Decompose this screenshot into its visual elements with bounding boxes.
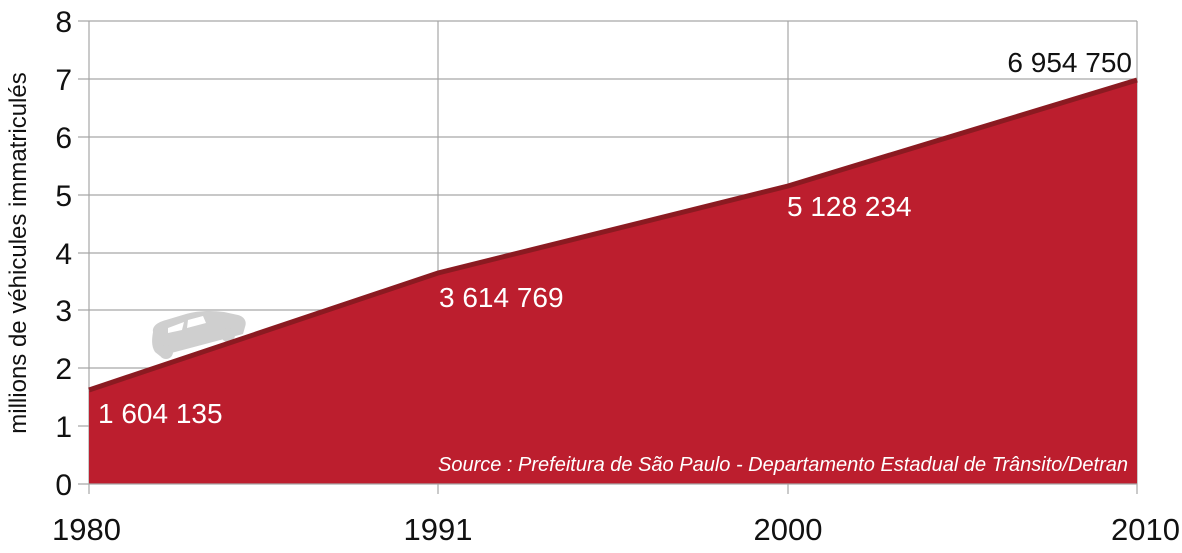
y-tick: 6 — [55, 122, 72, 155]
x-tick: 1980 — [52, 512, 121, 547]
x-axis-ticks: 1980 1991 2000 2010 — [52, 512, 1180, 547]
data-label-1980: 1 604 135 — [98, 398, 223, 429]
source-note: Source : Prefeitura de São Paulo - Depar… — [438, 454, 1128, 476]
x-tick: 1991 — [404, 512, 473, 547]
data-label-2000: 5 128 234 — [787, 191, 912, 222]
y-tick: 4 — [55, 238, 72, 271]
y-tick: 3 — [55, 295, 72, 328]
y-axis-label: millions de véhicules immatriculés — [5, 72, 32, 433]
data-label-1991: 3 614 769 — [439, 282, 564, 313]
area-line — [88, 77, 1138, 393]
y-tick: 0 — [55, 469, 72, 502]
y-tick: 7 — [55, 64, 72, 97]
y-tick: 8 — [55, 6, 72, 39]
area-fill — [89, 81, 1137, 484]
x-tick: 2000 — [754, 512, 823, 547]
y-tick: 2 — [55, 353, 72, 386]
data-label-2010: 6 954 750 — [1007, 47, 1132, 78]
x-tick: 2010 — [1111, 512, 1180, 547]
y-tick: 1 — [55, 411, 72, 444]
y-axis-ticks: 0 1 2 3 4 5 6 7 8 — [55, 6, 72, 502]
car-icon — [152, 310, 246, 359]
y-tick: 5 — [55, 180, 72, 213]
